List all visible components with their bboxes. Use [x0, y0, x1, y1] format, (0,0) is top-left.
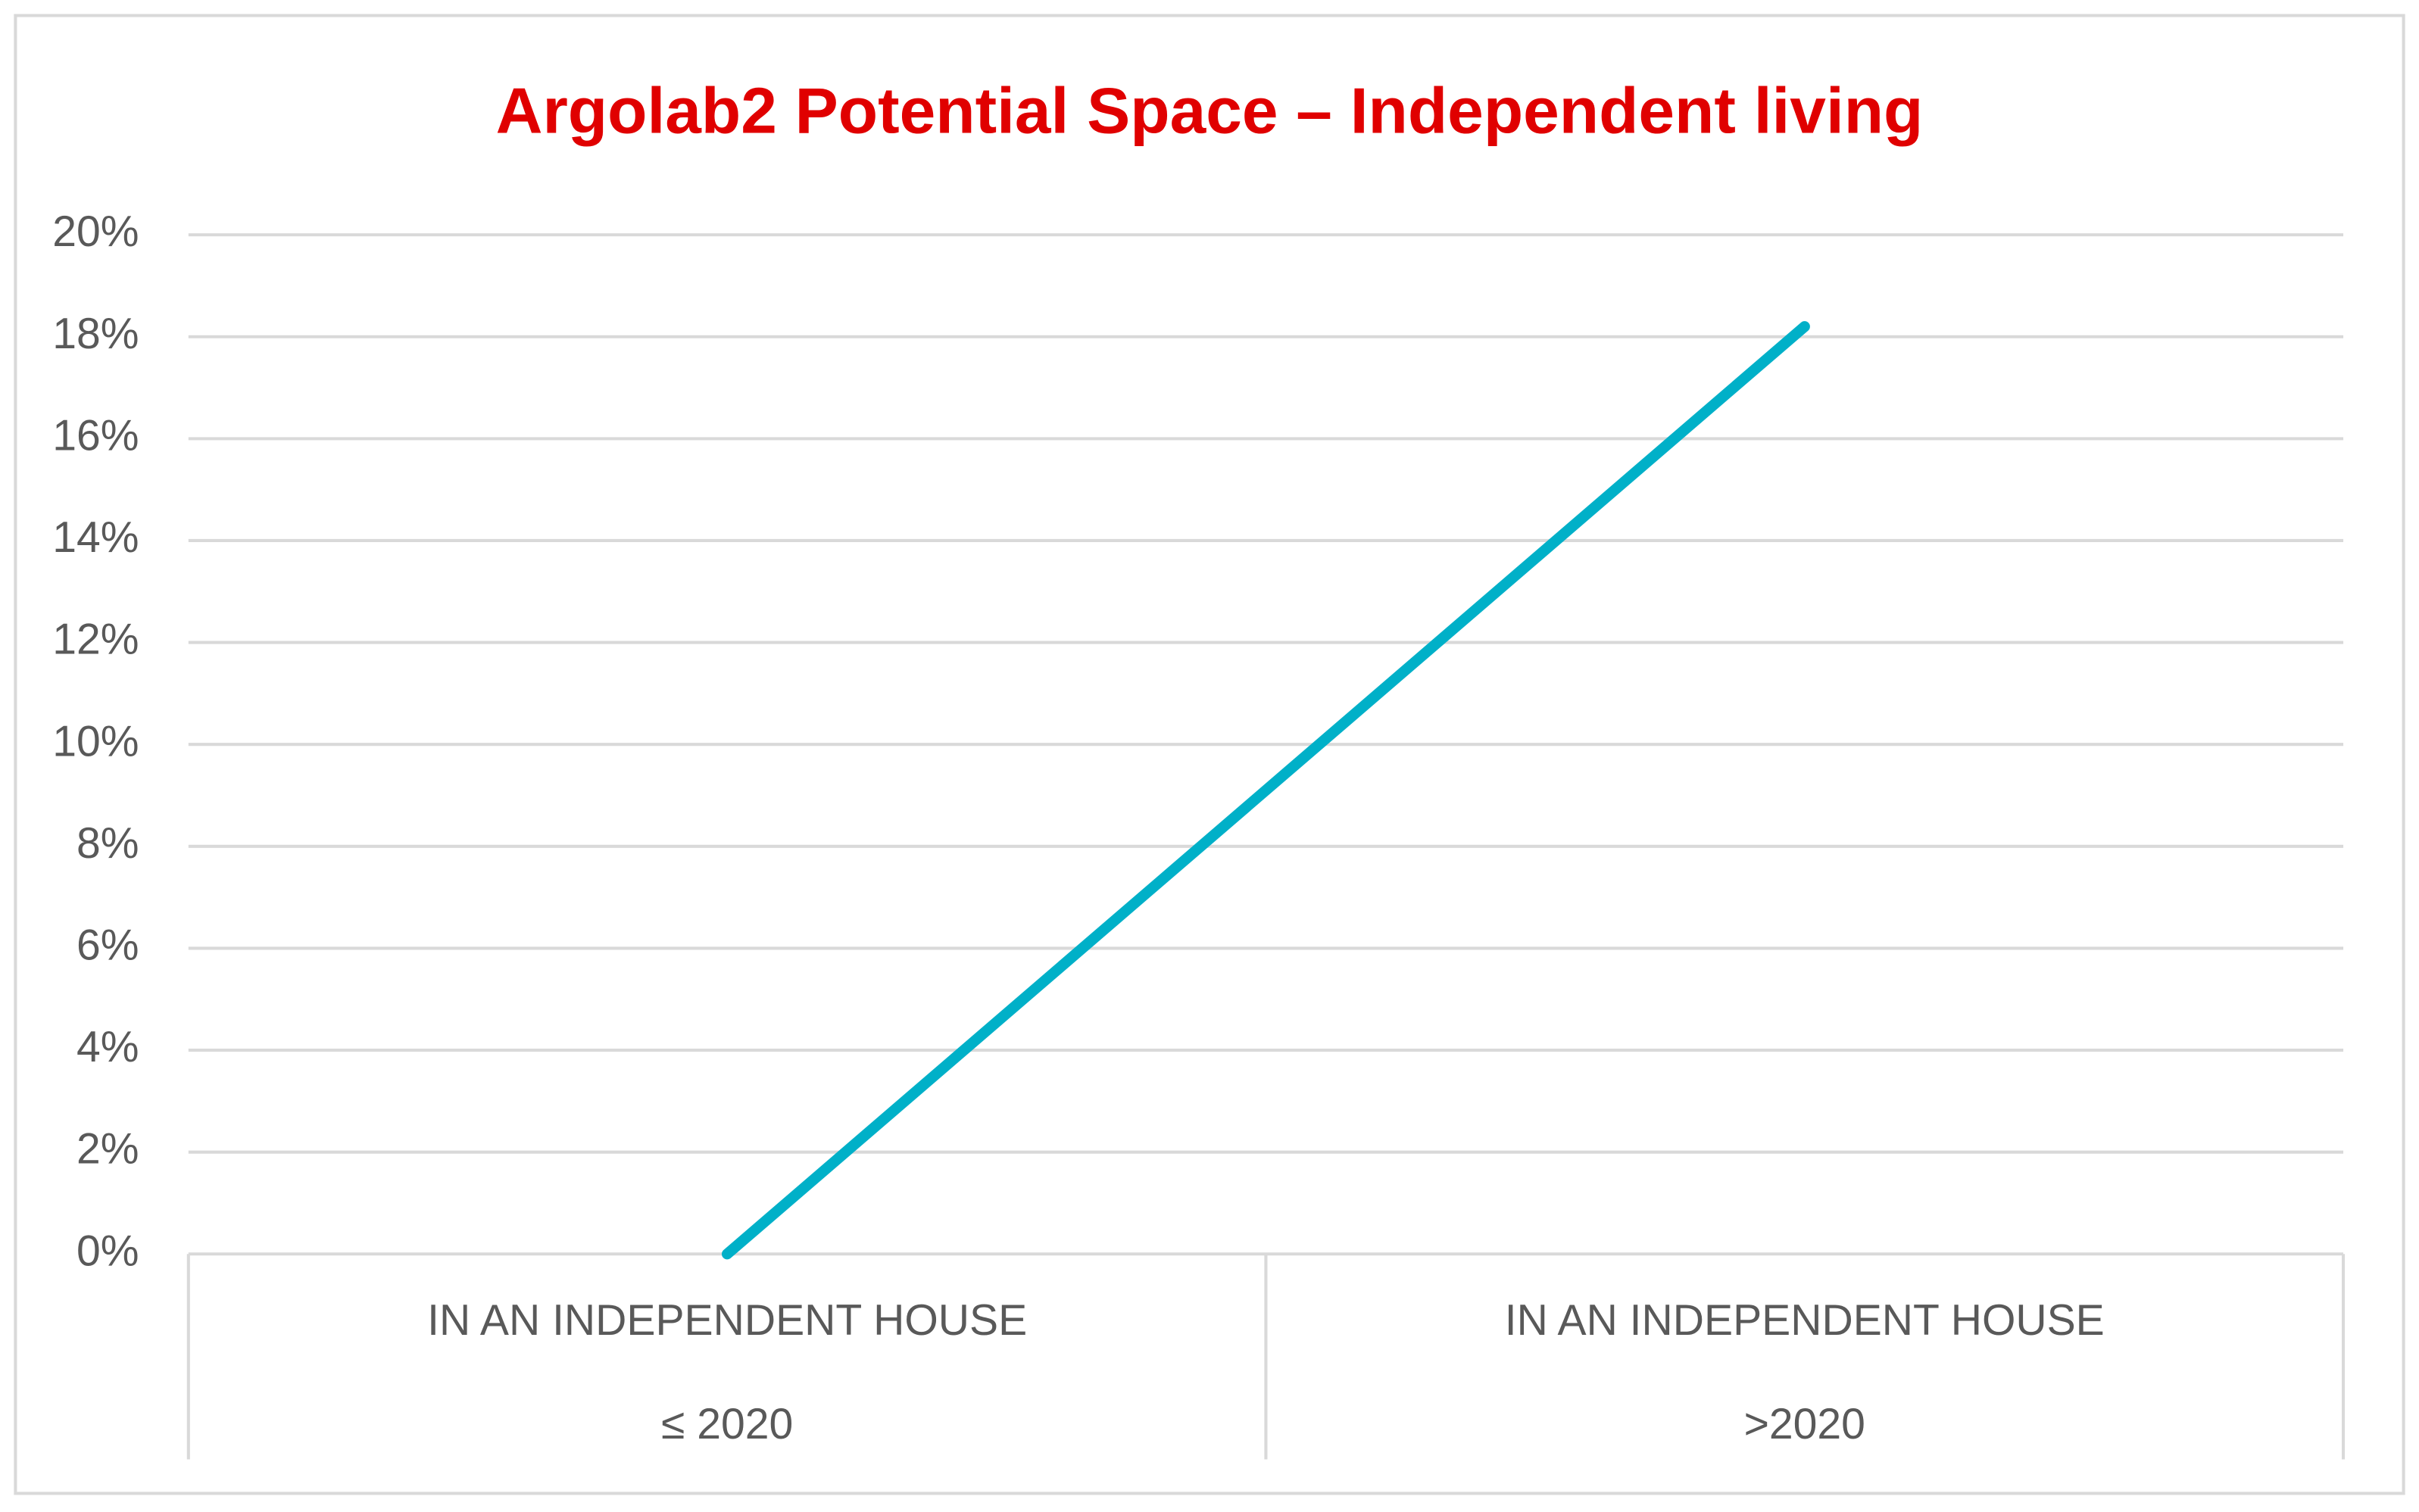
- y-tick-label: 14%: [52, 513, 139, 562]
- y-tick-label: 2%: [76, 1125, 139, 1174]
- y-tick-label: 6%: [76, 921, 139, 970]
- y-tick-label: 20%: [52, 207, 139, 256]
- x-tick-label: IN AN INDEPENDENT HOUSE: [427, 1296, 1027, 1345]
- chart-title: Argolab2 Potential Space – Independent l…: [496, 75, 1924, 148]
- y-tick-label: 4%: [76, 1023, 139, 1071]
- chart-frame: [14, 14, 2405, 1495]
- y-tick-label: 8%: [76, 819, 139, 868]
- x-group-label: >2020: [1744, 1400, 1865, 1448]
- y-tick-label: 0%: [76, 1227, 139, 1275]
- data-line: [721, 321, 1810, 1260]
- y-tick-label: 18%: [52, 310, 139, 358]
- y-tick-label: 10%: [52, 717, 139, 765]
- y-tick-label: 16%: [52, 411, 139, 460]
- x-tick-label: IN AN INDEPENDENT HOUSE: [1505, 1296, 2105, 1345]
- y-tick-label: 12%: [52, 616, 139, 664]
- x-group-label: ≤ 2020: [661, 1400, 793, 1448]
